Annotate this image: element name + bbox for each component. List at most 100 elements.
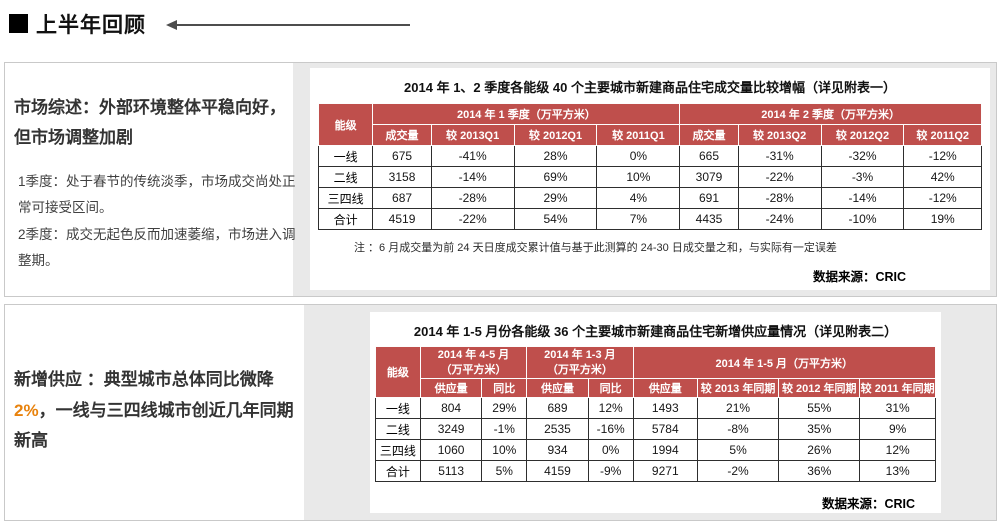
row-label: 合计: [375, 460, 421, 482]
table-row: 三四线 687 -28% 29% 4% 691 -28% -14% -12%: [317, 187, 982, 209]
table-cell: -22%: [430, 208, 515, 230]
left-arrow-line: [176, 24, 410, 26]
column-header: 成交量: [679, 124, 739, 146]
table-cell: -14%: [820, 187, 905, 209]
table-cell: 12%: [587, 397, 634, 419]
title-square-icon: [9, 14, 28, 33]
table-cell: -12%: [903, 187, 982, 209]
table-cell: 19%: [903, 208, 982, 230]
group-header-line: 2014 年 4-5 月: [437, 348, 510, 361]
group-header-q2: 2014 年 2 季度（万平方米）: [679, 103, 982, 125]
table-cell: 4435: [679, 208, 739, 230]
table-cell: 10%: [481, 439, 528, 461]
column-header: 供应量: [632, 378, 698, 398]
table-cell: 21%: [696, 397, 780, 419]
supply-table: 能级 2014 年 4-5 月 （万平方米） 2014 年 1-3 月 （万平方…: [375, 346, 937, 482]
group-header-line: 2014 年 1-3 月: [544, 348, 616, 361]
table-row: 二线 3249 -1% 2535 -16% 5784 -8% 35% 9%: [375, 418, 936, 440]
table-cell: 36%: [778, 460, 861, 482]
group-header-jan-mar: 2014 年 1-3 月 （万平方米）: [526, 346, 634, 379]
column-header: 同比: [481, 378, 528, 398]
column-header: 同比: [587, 378, 634, 398]
row-label: 合计: [317, 208, 374, 230]
supply-table-card: 2014 年 1-5 月份各能级 36 个主要城市新建商品住宅新增供应量情况（详…: [370, 312, 941, 513]
column-header: 成交量: [372, 124, 432, 146]
table-cell: -32%: [820, 145, 905, 167]
table-cell: 1994: [632, 439, 698, 461]
table-cell: -10%: [820, 208, 905, 230]
table-cell: 4159: [526, 460, 589, 482]
table-row: 二线 3158 -14% 69% 10% 3079 -22% -3% 42%: [317, 166, 982, 188]
section1-paragraph-q2: 2季度：成交无起色反而加速萎缩，市场进入调整期。: [18, 226, 296, 268]
table-cell: 665: [679, 145, 739, 167]
table-cell: 689: [526, 397, 589, 419]
column-header: 供应量: [526, 378, 589, 398]
table-cell: -12%: [903, 145, 982, 167]
table-row: 合计 5113 5% 4159 -9% 9271 -2% 36% 13%: [375, 460, 936, 482]
section2-heading-suffix: ，一线与三四线城市创近几年同期新高: [14, 400, 294, 451]
table-cell: 804: [419, 397, 483, 419]
table-cell: -24%: [737, 208, 822, 230]
table-cell: 4519: [372, 208, 432, 230]
section1-paragraph-q1: 1季度：处于春节的传统淡季，市场成交尚处正常可接受区间。: [18, 174, 296, 216]
table-cell: 2535: [526, 418, 589, 440]
table-cell: 10%: [596, 166, 681, 188]
table-cell: 691: [679, 187, 739, 209]
table-cell: 3249: [419, 418, 483, 440]
table-cell: 69%: [513, 166, 598, 188]
table-cell: -2%: [696, 460, 780, 482]
row-label: 二线: [317, 166, 374, 188]
table-cell: 28%: [513, 145, 598, 167]
row-label: 三四线: [375, 439, 421, 461]
table-cell: -22%: [737, 166, 822, 188]
table-cell: -1%: [481, 418, 528, 440]
supply-table-title: 2014 年 1-5 月份各能级 36 个主要城市新建商品住宅新增供应量情况（详…: [413, 324, 898, 339]
table-cell: -41%: [430, 145, 515, 167]
group-header-jan-may: 2014 年 1-5 月（万平方米）: [632, 346, 937, 379]
column-header: 较 2011Q1: [596, 124, 681, 146]
table-cell: -28%: [737, 187, 822, 209]
section2-heading: 新增供应 ：典型城市总体同比微降 2%，一线与三四线城市创近几年同期新高: [14, 365, 304, 457]
row-label: 二线: [375, 418, 421, 440]
left-arrow-icon: [166, 20, 177, 30]
section1-commentary: 1季度：处于春节的传统淡季，市场成交尚处正常可接受区间。 2季度：成交无起色反而…: [18, 169, 300, 274]
column-header: 较 2011Q2: [903, 124, 982, 146]
table-cell: 9%: [859, 418, 936, 440]
page-header: 上半年回顾: [0, 0, 1000, 58]
table-cell: 5%: [696, 439, 780, 461]
page-title: 上半年回顾: [36, 14, 146, 37]
table-cell: 29%: [513, 187, 598, 209]
row-label: 三四线: [317, 187, 374, 209]
table-cell: 3079: [679, 166, 739, 188]
column-header: 供应量: [419, 378, 483, 398]
table-cell: -3%: [820, 166, 905, 188]
transaction-table-title: 2014 年 1、2 季度各能级 40 个主要城市新建商品住宅成交量比较增幅（详…: [404, 80, 896, 95]
section1-heading: 市场综述：外部环境整体平稳向好，但市场调整加剧: [14, 98, 286, 147]
table-cell: 13%: [859, 460, 936, 482]
data-source: 数据来源：CRIC: [821, 497, 915, 511]
table-cell: 3158: [372, 166, 432, 188]
section2-heading-highlight: 2%: [14, 400, 39, 420]
group-header-q1: 2014 年 1 季度（万平方米）: [372, 103, 681, 125]
table-cell: 26%: [778, 439, 861, 461]
group-header-line: （万平方米）: [546, 363, 613, 376]
table-cell: -31%: [737, 145, 822, 167]
table-cell: 9271: [632, 460, 698, 482]
table-cell: -8%: [696, 418, 780, 440]
table-cell: -28%: [430, 187, 515, 209]
data-source: 数据来源：CRIC: [812, 270, 906, 284]
table-cell: 35%: [778, 418, 861, 440]
table-cell: 31%: [859, 397, 936, 419]
table-cell: 5784: [632, 418, 698, 440]
table-cell: 0%: [596, 145, 681, 167]
table-cell: 1060: [419, 439, 483, 461]
table-cell: 7%: [596, 208, 681, 230]
corner-header: 能级: [375, 346, 421, 398]
group-header-line: （万平方米）: [440, 363, 507, 376]
column-header: 较 2013Q2: [737, 124, 822, 146]
table-row: 一线 675 -41% 28% 0% 665 -31% -32% -12%: [317, 145, 982, 167]
column-header: 较 2013 年同期: [696, 378, 780, 398]
transaction-table-card: 2014 年 1、2 季度各能级 40 个主要城市新建商品住宅成交量比较增幅（详…: [310, 68, 990, 290]
table-row: 三四线 1060 10% 934 0% 1994 5% 26% 12%: [375, 439, 936, 461]
